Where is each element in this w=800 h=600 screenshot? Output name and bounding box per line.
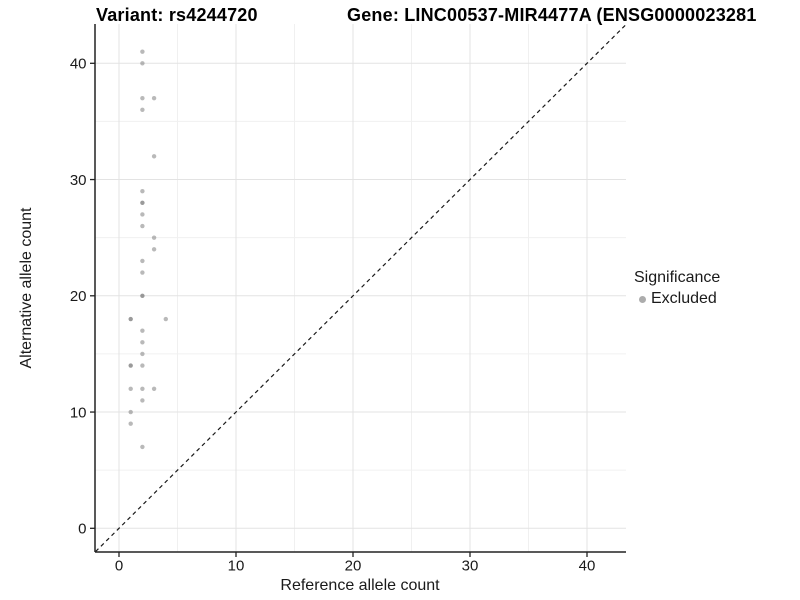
data-point	[140, 398, 145, 403]
data-point	[140, 386, 145, 391]
data-point	[128, 386, 133, 391]
data-point	[140, 293, 145, 298]
data-point	[128, 316, 133, 322]
legend-item-excluded: Excluded	[634, 290, 720, 308]
variant-title: Variant: rs4244720	[96, 5, 258, 25]
data-point	[151, 247, 157, 252]
x-tick-label: 30	[462, 558, 479, 575]
y-tick-label: 40	[70, 56, 87, 73]
gene-title: Gene: LINC00537-MIR4477A (ENSG0000023281	[347, 5, 757, 25]
data-point	[140, 351, 145, 357]
data-point	[140, 328, 145, 333]
x-tick-label: 20	[345, 558, 362, 575]
legend-title: Significance	[634, 269, 721, 286]
data-point	[140, 223, 145, 229]
excluded-point-icon	[639, 295, 646, 303]
x-tick-label: 40	[579, 558, 596, 575]
data-point	[163, 316, 168, 322]
y-tick-label: 20	[70, 288, 87, 305]
y-axis-title: Alternative allele count	[18, 207, 35, 369]
legend-item-label: Excluded	[651, 290, 717, 307]
data-point	[140, 258, 145, 264]
data-point	[140, 363, 145, 368]
x-axis-title: Reference allele count	[280, 577, 440, 594]
data-point	[151, 154, 157, 159]
data-point	[140, 200, 145, 205]
x-tick-label: 0	[115, 558, 123, 575]
data-point	[151, 386, 157, 391]
data-point	[140, 95, 145, 101]
x-tick-label: 10	[228, 558, 245, 575]
data-point	[140, 188, 145, 194]
data-point	[140, 270, 145, 275]
data-point	[151, 95, 157, 101]
data-point	[140, 107, 145, 113]
data-point	[140, 212, 145, 217]
data-point	[128, 363, 133, 368]
y-tick-label: 30	[70, 172, 87, 189]
data-point	[140, 340, 145, 345]
data-point	[140, 444, 145, 450]
data-point	[140, 61, 145, 66]
data-point	[151, 235, 157, 240]
data-point	[128, 409, 133, 415]
data-point	[128, 421, 133, 426]
data-point	[140, 49, 145, 54]
y-tick-label: 0	[78, 521, 86, 538]
identity-line	[95, 23, 628, 552]
y-tick-label: 10	[70, 404, 87, 421]
legend: Significance Excluded	[634, 268, 720, 308]
